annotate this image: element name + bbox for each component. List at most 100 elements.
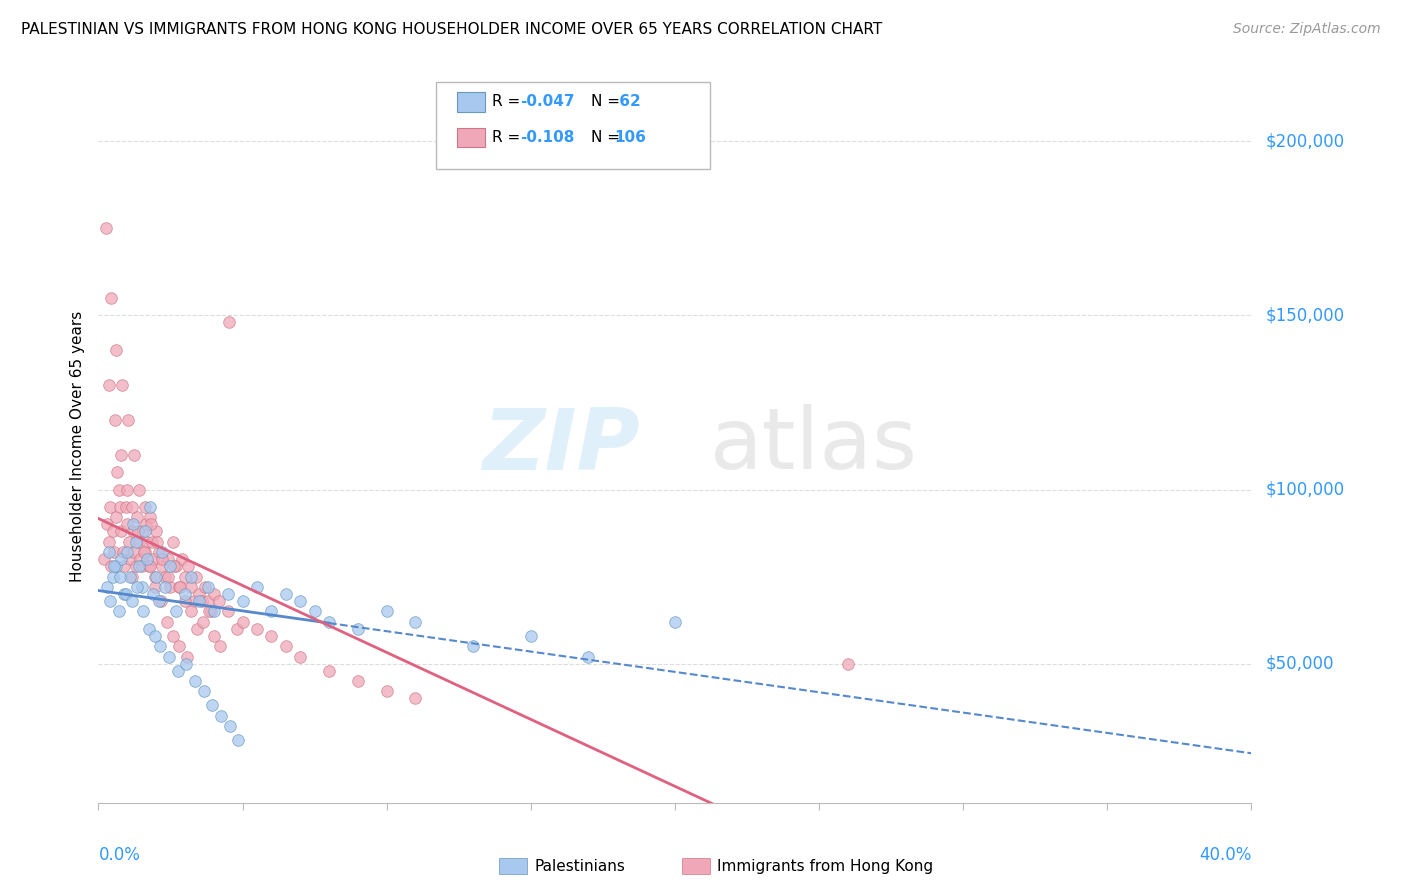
Point <box>142 587 165 601</box>
Point <box>111 545 134 559</box>
Text: $50,000: $50,000 <box>1265 655 1334 673</box>
Point <box>156 552 179 566</box>
Point <box>149 639 172 653</box>
Y-axis label: Householder Income Over 65 years: Householder Income Over 65 years <box>69 310 84 582</box>
Point <box>520 629 543 643</box>
Text: 106: 106 <box>614 130 647 145</box>
Point <box>290 594 312 608</box>
Point <box>117 413 139 427</box>
Point <box>150 594 173 608</box>
Point <box>159 580 181 594</box>
Point <box>209 708 232 723</box>
Point <box>162 629 184 643</box>
Point <box>108 500 131 514</box>
Point <box>188 594 211 608</box>
Point <box>94 221 117 235</box>
Point <box>193 684 215 698</box>
Point <box>837 657 859 671</box>
Point <box>159 559 181 574</box>
Point <box>197 594 219 608</box>
Point <box>139 500 162 514</box>
Point <box>131 559 153 574</box>
Point <box>138 559 160 574</box>
Point <box>103 559 125 574</box>
Point <box>153 580 176 594</box>
Text: N =: N = <box>591 130 624 145</box>
Point <box>152 552 174 566</box>
Point <box>127 580 149 594</box>
Point <box>150 559 173 574</box>
Point <box>110 552 132 566</box>
Point <box>96 517 118 532</box>
Point <box>180 569 202 583</box>
Point <box>139 517 162 532</box>
Point <box>202 587 225 601</box>
Point <box>176 657 198 671</box>
Point <box>246 622 269 636</box>
Point <box>131 580 153 594</box>
Point <box>111 378 134 392</box>
Point <box>97 534 120 549</box>
Point <box>110 524 132 539</box>
Point <box>142 552 165 566</box>
Point <box>260 629 283 643</box>
Point <box>120 569 142 583</box>
Point <box>134 524 156 539</box>
Point <box>132 545 155 559</box>
Point <box>121 500 143 514</box>
Point <box>150 545 173 559</box>
Point <box>129 552 152 566</box>
Point <box>405 615 427 629</box>
Point <box>318 615 340 629</box>
Point <box>209 639 232 653</box>
Text: atlas: atlas <box>710 404 918 488</box>
Point <box>117 545 138 559</box>
Point <box>98 594 121 608</box>
Point <box>217 604 239 618</box>
Point <box>157 569 180 583</box>
Point <box>202 629 225 643</box>
Text: -0.047: -0.047 <box>520 95 575 109</box>
Point <box>180 580 202 594</box>
Point <box>163 559 186 574</box>
Point <box>174 594 197 608</box>
Point <box>104 413 127 427</box>
Text: 40.0%: 40.0% <box>1199 846 1251 863</box>
Point <box>114 587 136 601</box>
Point <box>107 483 129 497</box>
Point <box>115 483 138 497</box>
Point <box>174 587 197 601</box>
Point <box>194 580 217 594</box>
Point <box>180 604 202 618</box>
Point <box>127 510 149 524</box>
Point <box>165 604 187 618</box>
Point <box>122 448 145 462</box>
Text: Palestinians: Palestinians <box>534 859 626 873</box>
Point <box>145 569 167 583</box>
Point <box>167 580 190 594</box>
Point <box>122 517 145 532</box>
Point <box>125 534 148 549</box>
Point <box>110 448 132 462</box>
Text: Source: ZipAtlas.com: Source: ZipAtlas.com <box>1233 22 1381 37</box>
Point <box>231 594 254 608</box>
Point <box>274 639 297 653</box>
Point <box>218 315 240 329</box>
Point <box>114 500 136 514</box>
Point <box>375 604 398 618</box>
Point <box>197 604 219 618</box>
Point <box>138 559 160 574</box>
Point <box>165 559 187 574</box>
Point <box>188 587 211 601</box>
Point <box>200 604 222 618</box>
Point <box>304 604 326 618</box>
Point <box>134 500 156 514</box>
Point <box>201 698 224 713</box>
Text: ZIP: ZIP <box>482 404 640 488</box>
Point <box>274 587 297 601</box>
Point <box>218 719 240 733</box>
Point <box>318 664 340 678</box>
Point <box>148 545 170 559</box>
Point <box>98 378 121 392</box>
Point <box>112 587 135 601</box>
